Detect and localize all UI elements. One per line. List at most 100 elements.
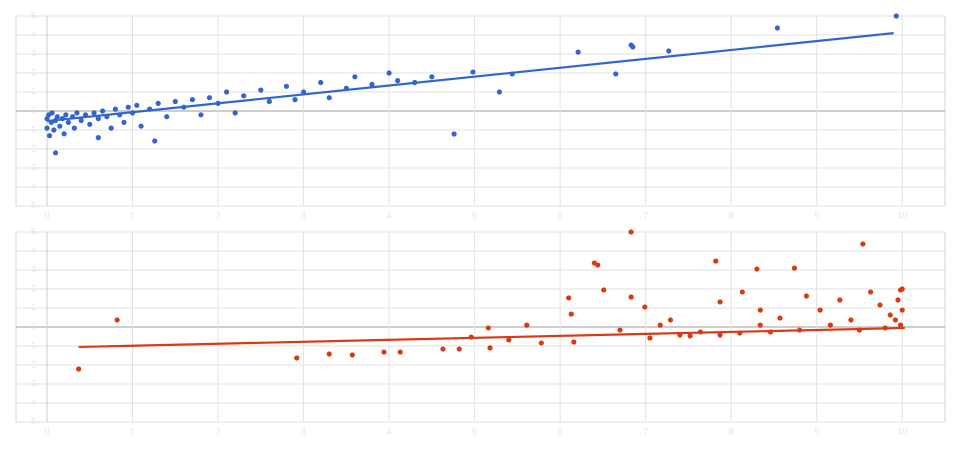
- point: [352, 74, 358, 80]
- point: [754, 266, 760, 272]
- point: [114, 317, 120, 323]
- point: [112, 106, 119, 112]
- point: [266, 98, 272, 105]
- point: [224, 89, 230, 95]
- point: [538, 340, 544, 346]
- point: [44, 125, 50, 131]
- x-tick-label: 8: [729, 426, 734, 436]
- point: [713, 258, 719, 264]
- point: [395, 78, 401, 84]
- y-tick-label: 2: [31, 67, 36, 77]
- point: [241, 93, 247, 99]
- y-tick-label: -4: [28, 397, 36, 407]
- point: [121, 119, 127, 125]
- trend-line: [46, 32, 894, 123]
- point: [803, 293, 810, 299]
- point: [46, 133, 53, 139]
- point: [630, 44, 636, 50]
- x-tick-label: 4: [387, 426, 392, 436]
- x-tick-label: 10: [897, 210, 907, 220]
- point: [774, 25, 780, 31]
- point: [51, 127, 57, 133]
- x-tick-label: 8: [729, 210, 734, 220]
- point: [575, 49, 581, 55]
- y-tick-label: -5: [28, 200, 36, 210]
- y-tick-label: -1: [28, 124, 36, 134]
- point: [860, 241, 866, 247]
- point: [206, 95, 213, 101]
- x-tick-label: 3: [301, 210, 306, 220]
- point: [877, 302, 883, 308]
- y-tick-label: 3: [31, 264, 36, 274]
- y-tick-label: -4: [28, 181, 36, 191]
- point: [349, 352, 355, 358]
- point: [61, 131, 67, 137]
- x-tick-label: 2: [216, 426, 221, 436]
- x-tick-label: 10: [897, 426, 907, 436]
- point: [54, 114, 60, 120]
- point: [524, 322, 530, 328]
- point: [817, 307, 823, 313]
- point: [757, 322, 763, 328]
- point: [65, 119, 71, 125]
- point: [899, 286, 905, 292]
- point: [470, 69, 476, 75]
- point: [381, 349, 387, 355]
- point: [76, 366, 82, 372]
- point: [571, 339, 577, 345]
- y-tick-label: 0: [31, 321, 36, 331]
- y-tick-label: 5: [31, 226, 36, 236]
- point: [717, 332, 723, 338]
- point: [294, 355, 300, 361]
- point: [198, 112, 204, 118]
- y-tick-label: -5: [28, 416, 36, 426]
- point: [456, 346, 462, 352]
- point: [397, 349, 403, 355]
- point: [369, 81, 375, 87]
- y-tick-label: -2: [28, 143, 36, 153]
- point: [717, 299, 723, 305]
- point: [95, 135, 101, 141]
- point: [63, 112, 69, 118]
- x-tick-label: 0: [44, 210, 49, 220]
- x-tick-label: 7: [643, 210, 648, 220]
- x-tick-label: 9: [814, 426, 819, 436]
- point: [91, 110, 97, 116]
- point: [757, 307, 763, 313]
- point: [887, 312, 893, 318]
- point: [893, 13, 899, 19]
- x-tick-label: 1: [130, 210, 135, 220]
- point: [326, 95, 332, 101]
- point: [666, 48, 672, 54]
- point: [487, 345, 493, 351]
- x-tick-label: 5: [472, 426, 477, 436]
- point: [892, 317, 898, 323]
- point: [667, 317, 674, 323]
- point: [566, 295, 572, 301]
- point: [258, 87, 264, 93]
- point: [95, 116, 101, 122]
- point: [568, 311, 574, 317]
- x-tick-label: 2: [216, 210, 221, 220]
- point: [164, 114, 170, 120]
- point: [613, 71, 619, 77]
- point: [617, 327, 623, 333]
- point: [52, 150, 59, 156]
- y-tick-label: -3: [28, 378, 36, 388]
- point: [318, 79, 324, 86]
- point: [451, 131, 457, 137]
- point: [628, 229, 634, 235]
- point: [78, 117, 84, 124]
- point: [87, 121, 93, 127]
- point: [138, 123, 144, 129]
- point: [777, 315, 783, 321]
- point: [125, 104, 131, 110]
- x-tick-label: 4: [387, 210, 392, 220]
- point: [134, 102, 140, 108]
- point: [897, 322, 904, 328]
- point: [687, 333, 693, 339]
- point: [292, 97, 298, 103]
- point: [189, 97, 195, 103]
- point: [895, 297, 901, 303]
